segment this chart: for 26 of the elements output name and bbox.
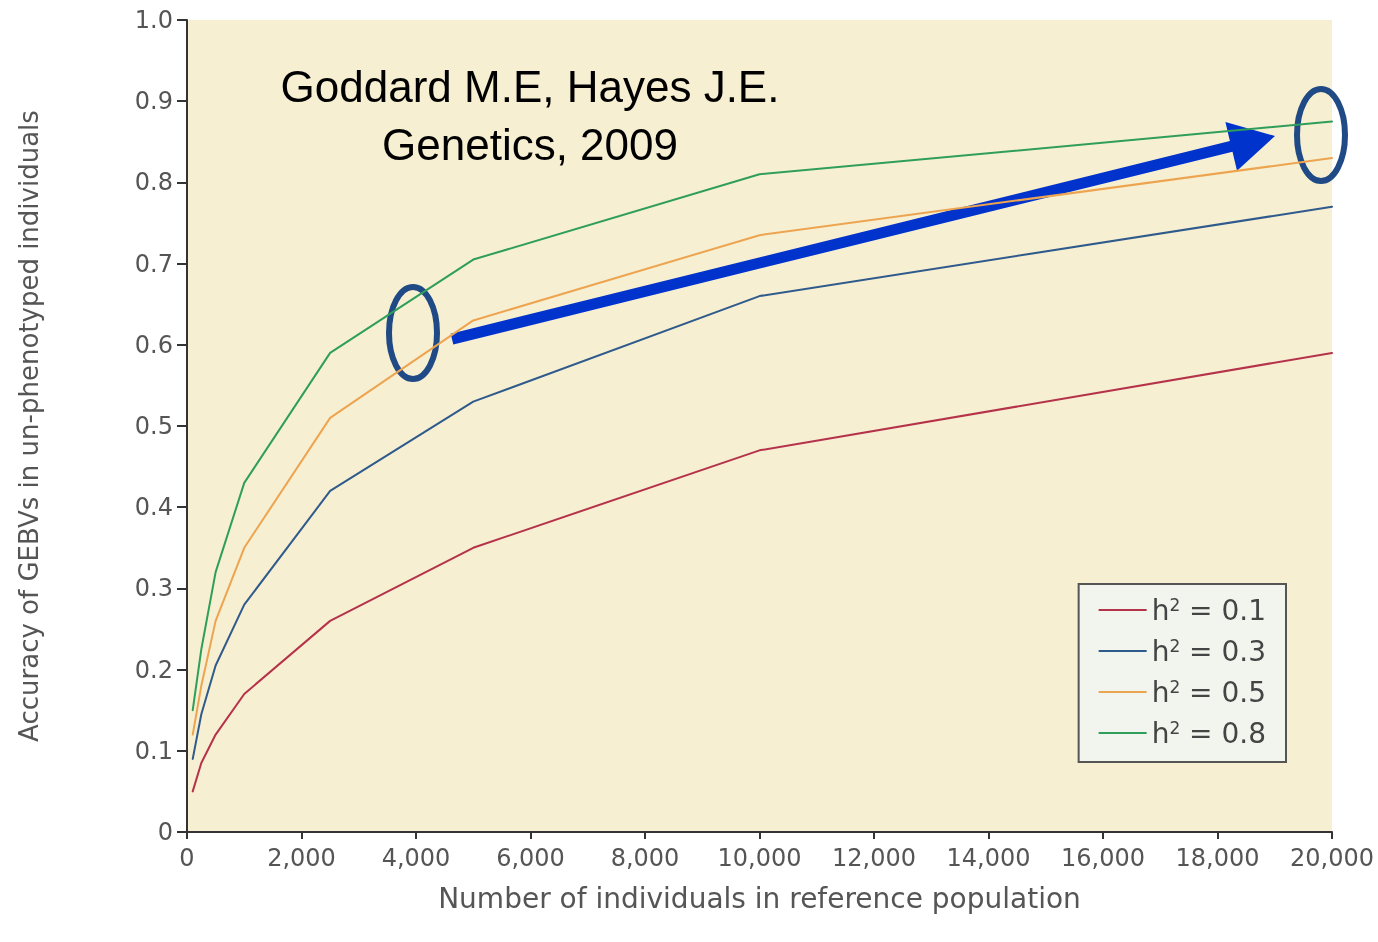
y-tick-label: 0.8 — [134, 168, 173, 197]
y-tick-label: 0 — [157, 818, 173, 846]
x-tick-label: 6,000 — [496, 844, 565, 872]
x-tick-label: 18,000 — [1175, 844, 1260, 872]
y-tick-label: 0.7 — [134, 249, 173, 278]
x-tick-label: 12,000 — [832, 844, 916, 872]
line-series — [191, 351, 1333, 793]
y-tick-label: 0.2 — [134, 655, 173, 684]
y-tick-label: 1.0 — [134, 6, 173, 34]
y-axis-title: Accuracy of GEBVs in un-phenotyped individuals — [14, 110, 44, 742]
x-tick-label: 10,000 — [717, 844, 802, 872]
x-tick-label: 0 — [179, 844, 195, 872]
y-tick-label: 0.9 — [134, 87, 173, 116]
x-tick-label: 20,000 — [1290, 844, 1374, 872]
y-tick-label: 0.6 — [134, 330, 173, 359]
annotation: Goddard M.E, Hayes J.E. Genetics, 2009 — [279, 61, 781, 171]
x-tick-label: 16,000 — [1061, 844, 1145, 872]
x-tick-label: 8,000 — [610, 844, 680, 872]
x-tick-label: 14,000 — [946, 844, 1031, 872]
y-tick-label: 0.3 — [134, 574, 173, 603]
x-axis-title: Number of individuals in reference population — [438, 881, 1081, 915]
x-tick-label: 4,000 — [381, 844, 451, 872]
y-tick-label: 0.4 — [134, 493, 173, 522]
y-tick-label: 0.1 — [134, 736, 173, 765]
x-tick-label: 2,000 — [267, 844, 336, 872]
y-tick-label: 0.5 — [134, 412, 173, 440]
